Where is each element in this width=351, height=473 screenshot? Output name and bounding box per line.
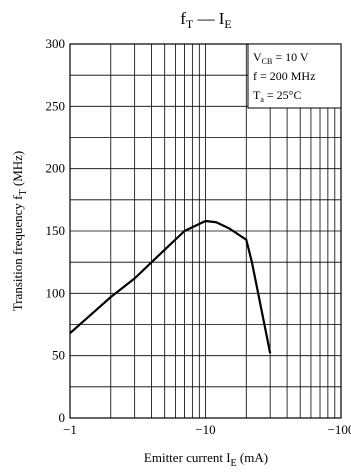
- title-sub: E: [224, 17, 231, 31]
- condition-part: V: [253, 50, 262, 64]
- y-tick-label: 250: [46, 98, 66, 113]
- y-tick-label: 0: [59, 410, 66, 425]
- x-tick-label: −1: [63, 422, 77, 437]
- condition-sub: CB: [262, 57, 273, 66]
- y-tick-label: 50: [52, 348, 65, 363]
- label-part: Emitter current I: [144, 450, 231, 465]
- condition-part: = 25°C: [264, 88, 302, 102]
- label-sub: T: [18, 189, 29, 195]
- condition-part: T: [253, 88, 261, 102]
- y-tick-label: 100: [46, 285, 66, 300]
- label-part: (mA): [237, 450, 268, 465]
- y-tick-label: 200: [46, 161, 66, 176]
- label-sub: E: [231, 458, 237, 469]
- title-part: I: [219, 9, 225, 28]
- title-sub: T: [186, 17, 194, 31]
- conditions-box: [247, 43, 342, 109]
- data-line: [69, 219, 272, 354]
- condition: VCB = 10 V: [253, 50, 309, 66]
- title-part: f: [180, 9, 186, 28]
- chart-title: fT — IE: [180, 9, 232, 31]
- y-tick-label: 300: [46, 36, 66, 51]
- x-tick-label: −10: [195, 422, 215, 437]
- condition: Ta = 25°C: [253, 88, 301, 104]
- y-tick-label: 150: [46, 223, 66, 238]
- x-axis-label: Emitter current IE (mA): [144, 450, 268, 469]
- condition-part: f = 200 MHz: [253, 69, 315, 83]
- condition: f = 200 MHz: [253, 69, 315, 83]
- title-sep: —: [193, 9, 219, 28]
- condition-sub: a: [260, 95, 264, 104]
- label-part: (MHz): [10, 151, 25, 190]
- label-part: Transition frequency f: [10, 195, 25, 311]
- condition-part: = 10 V: [272, 50, 309, 64]
- plot-frame: [69, 43, 342, 419]
- x-tick-label: −100: [328, 422, 351, 437]
- y-axis-label: Transition frequency fT (MHz): [10, 151, 29, 312]
